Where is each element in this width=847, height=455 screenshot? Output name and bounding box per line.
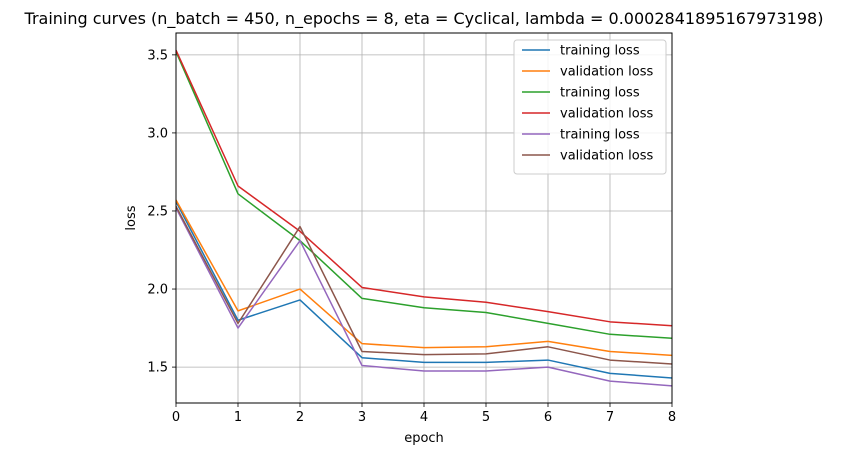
series-line-4: [175, 49, 673, 327]
legend-box: [513, 39, 667, 175]
y-tick-label: 2.5: [147, 204, 168, 219]
y-tick-label: 3.0: [147, 126, 168, 141]
x-axis-ticks: 0 1 2 3 4 5 6 7 8: [172, 403, 676, 425]
series-line-3: [175, 51, 673, 339]
y-axis-label: loss: [124, 205, 139, 230]
x-tick-label: 6: [544, 410, 552, 425]
x-tick-label: 8: [668, 410, 676, 425]
y-axis-ticks: 1.5 2.0 2.5 3.0 3.5: [147, 48, 176, 376]
x-axis-label: epoch: [404, 431, 444, 446]
x-tick-label: 7: [606, 410, 614, 425]
x-tick-label: 1: [234, 410, 242, 425]
series-line-2: [175, 199, 673, 357]
series-line-6: [175, 205, 673, 365]
legend-label: training loss: [560, 86, 640, 101]
legend-label: validation loss: [560, 65, 653, 80]
legend-label: training loss: [560, 44, 640, 59]
series-line-5: [175, 207, 673, 387]
legend-label: validation loss: [560, 149, 653, 164]
x-tick-label: 4: [420, 410, 428, 425]
x-tick-label: 5: [482, 410, 490, 425]
legend-label: training loss: [560, 128, 640, 143]
legend-label: validation loss: [560, 107, 653, 122]
chart-title: Training curves (n_batch = 450, n_epochs…: [24, 9, 824, 29]
x-tick-label: 0: [172, 410, 180, 425]
series-line-1: [175, 201, 673, 379]
series-lines: [175, 49, 673, 387]
y-tick-label: 1.5: [147, 361, 168, 376]
y-tick-label: 3.5: [147, 48, 168, 63]
x-tick-label: 2: [296, 410, 304, 425]
x-tick-label: 3: [358, 410, 366, 425]
legend: training loss validation loss training los…: [513, 39, 667, 175]
y-tick-label: 2.0: [147, 283, 168, 298]
